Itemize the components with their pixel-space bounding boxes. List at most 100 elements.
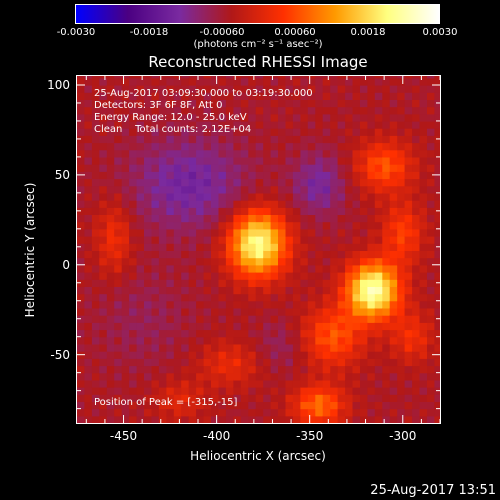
heatmap-cell bbox=[211, 149, 219, 158]
heatmap-cell bbox=[136, 236, 145, 244]
heatmap-cell bbox=[77, 214, 85, 223]
heatmap-cell bbox=[158, 185, 167, 194]
heatmap-cell bbox=[136, 221, 145, 230]
heatmap-cell bbox=[397, 379, 406, 388]
heatmap-cell bbox=[307, 394, 316, 402]
heatmap-cell bbox=[337, 192, 346, 201]
heatmap-cell bbox=[285, 85, 294, 93]
heatmap-cell bbox=[270, 221, 279, 230]
heatmap-cell bbox=[144, 99, 152, 108]
heatmap-cell bbox=[382, 142, 391, 151]
heatmap-cell bbox=[144, 221, 152, 230]
heatmap-cell bbox=[255, 221, 264, 230]
heatmap-cell bbox=[307, 365, 316, 374]
heatmap-cell bbox=[188, 315, 197, 323]
heatmap-cell bbox=[114, 128, 123, 136]
heatmap-cell bbox=[173, 207, 182, 215]
heatmap-cell bbox=[389, 106, 398, 115]
heatmap-cell bbox=[397, 358, 406, 367]
heatmap-cell bbox=[397, 85, 406, 93]
heatmap-cell bbox=[158, 329, 167, 338]
heatmap-cell bbox=[166, 243, 175, 251]
heatmap-cell bbox=[166, 236, 175, 244]
heatmap-cell bbox=[345, 415, 354, 424]
heatmap-cell bbox=[218, 329, 227, 338]
heatmap-cell bbox=[255, 77, 264, 86]
heatmap-cell bbox=[151, 178, 160, 187]
heatmap-cell bbox=[322, 228, 331, 237]
heatmap-cell bbox=[322, 128, 331, 136]
heatmap-cell bbox=[218, 315, 227, 323]
heatmap-cell bbox=[292, 164, 301, 172]
heatmap-cell bbox=[211, 315, 219, 323]
heatmap-cell bbox=[434, 85, 441, 93]
heatmap-cell bbox=[181, 149, 190, 158]
heatmap-cell bbox=[270, 156, 279, 165]
heatmap-cell bbox=[129, 365, 138, 374]
heatmap-cell bbox=[300, 135, 309, 144]
heatmap-cell bbox=[77, 394, 85, 402]
heatmap-cell bbox=[404, 99, 413, 108]
heatmap-cell bbox=[255, 228, 264, 237]
heatmap-cell bbox=[225, 257, 234, 266]
heatmap-cell bbox=[121, 106, 130, 115]
x-tick-label: -400 bbox=[202, 429, 231, 443]
heatmap-cell bbox=[211, 365, 219, 374]
heatmap-cell bbox=[427, 142, 435, 151]
heatmap-cell bbox=[188, 142, 197, 151]
heatmap-cell bbox=[240, 415, 249, 424]
heatmap-cell bbox=[211, 99, 219, 108]
heatmap-cell bbox=[300, 236, 309, 244]
heatmap-cell bbox=[158, 113, 167, 122]
heatmap-cell bbox=[114, 243, 123, 251]
heatmap-cell bbox=[136, 315, 145, 323]
heatmap-cell bbox=[99, 379, 108, 388]
colorbar-tick-label: -0.0030 bbox=[56, 27, 96, 38]
heatmap-cell bbox=[196, 372, 205, 381]
heatmap-cell bbox=[337, 250, 346, 259]
heatmap-cell bbox=[218, 200, 227, 208]
heatmap-cell bbox=[196, 185, 205, 194]
heatmap-cell bbox=[233, 243, 242, 251]
heatmap-cell bbox=[158, 315, 167, 323]
heatmap-cell bbox=[322, 415, 331, 424]
heatmap-cell bbox=[345, 200, 354, 208]
heatmap-cell bbox=[151, 387, 160, 395]
heatmap-cell bbox=[389, 214, 398, 223]
heatmap-cell bbox=[367, 372, 376, 381]
heatmap-cell bbox=[91, 128, 100, 136]
heatmap-cell bbox=[434, 307, 441, 316]
heatmap-cell bbox=[367, 257, 376, 266]
heatmap-cell bbox=[240, 192, 249, 201]
heatmap-cell bbox=[173, 272, 182, 280]
heatmap-cell bbox=[248, 279, 257, 287]
heatmap-cell bbox=[360, 358, 368, 367]
heatmap-cell bbox=[151, 293, 160, 302]
heatmap-cell bbox=[181, 293, 190, 302]
heatmap-cell bbox=[352, 142, 361, 151]
heatmap-cell bbox=[211, 358, 219, 367]
heatmap-cell bbox=[427, 207, 435, 215]
heatmap-cell bbox=[352, 92, 361, 100]
heatmap-cell bbox=[419, 142, 428, 151]
heatmap-cell bbox=[203, 113, 212, 122]
heatmap-cell bbox=[382, 106, 391, 115]
heatmap-cell bbox=[374, 221, 383, 230]
heatmap-cell bbox=[99, 192, 108, 201]
heatmap-cell bbox=[136, 408, 145, 417]
heatmap-cell bbox=[211, 329, 219, 338]
heatmap-cell bbox=[136, 300, 145, 309]
heatmap-cell bbox=[322, 272, 331, 280]
heatmap-cell bbox=[136, 286, 145, 295]
heatmap-cell bbox=[434, 293, 441, 302]
heatmap-cell bbox=[233, 128, 242, 136]
heatmap-cell bbox=[84, 315, 93, 323]
heatmap-cell bbox=[255, 401, 264, 410]
heatmap-cell bbox=[77, 156, 85, 165]
heatmap-cell bbox=[300, 85, 309, 93]
heatmap-cell bbox=[114, 185, 123, 194]
heatmap-cell bbox=[434, 236, 441, 244]
heatmap-cell bbox=[270, 358, 279, 367]
heatmap-cell bbox=[367, 99, 376, 108]
heatmap-cell bbox=[129, 156, 138, 165]
